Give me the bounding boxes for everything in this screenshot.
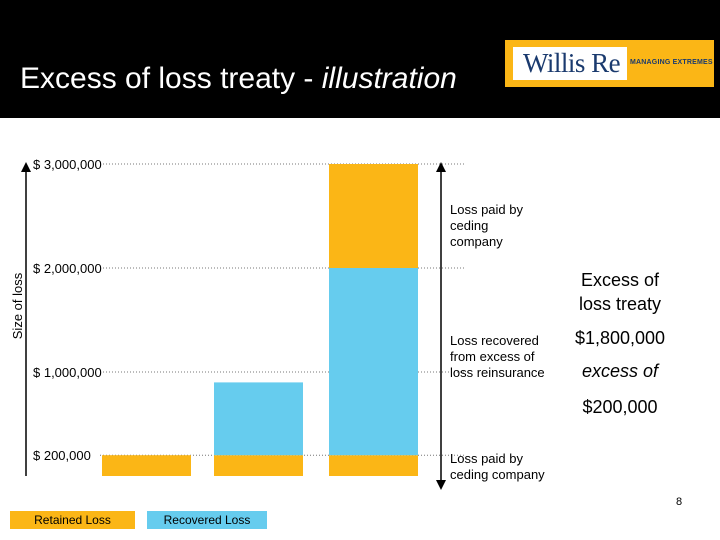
legend-retained-label: Retained Loss (34, 513, 111, 527)
annotation-recovered: Loss recovered from excess of loss reins… (450, 333, 545, 380)
slide-title: Excess of loss treaty - illustration (20, 62, 457, 96)
header-bar: Excess of loss treaty - illustration Wil… (0, 0, 720, 118)
summary-line-1: Excess of (580, 270, 660, 290)
summary-excess-of: excess of (581, 361, 659, 381)
bar-segment (214, 382, 303, 456)
range-arrowhead-top (436, 162, 446, 172)
y-axis-label: Size of loss (10, 272, 25, 339)
y-tick-label: $ 1,000,000 (33, 365, 102, 380)
y-axis-arrowhead (21, 162, 31, 172)
summary-limit: $1,800,000 (574, 328, 666, 348)
logo-tagline: MANAGING EXTREMES (630, 59, 713, 66)
logo-plate: Willis Re (513, 47, 627, 80)
annotation-top-paid: Loss paid by ceding company (450, 202, 523, 249)
bar-segment (214, 455, 303, 476)
legend-retained: Retained Loss (10, 511, 135, 529)
logo-name: Willis Re (523, 48, 621, 78)
range-arrowhead-bottom (436, 480, 446, 490)
bar-segment (329, 268, 418, 456)
legend-recovered-label: Recovered Loss (163, 513, 251, 527)
bar-segment (329, 164, 418, 268)
y-tick-label: $ 3,000,000 (33, 157, 102, 172)
y-tick-label: $ 2,000,000 (33, 261, 102, 276)
willis-re-logo: Willis Re MANAGING EXTREMES (505, 40, 714, 87)
page-number: 8 (676, 496, 683, 508)
title-text: Excess of loss treaty - (20, 62, 322, 95)
y-tick-label: $ 200,000 (33, 448, 91, 463)
bar-segment (329, 455, 418, 476)
annotation-bottom-paid: Loss paid by ceding company (450, 451, 545, 482)
summary-line-2: loss treaty (578, 294, 662, 314)
loss-chart: $ 3,000,000 $ 2,000,000 $ 1,000,000 $ 200,0… (10, 157, 465, 490)
title-italic-text: illustration (321, 62, 457, 95)
bar-segment (102, 455, 191, 476)
summary-retention: $200,000 (582, 397, 658, 417)
legend-recovered: Recovered Loss (147, 511, 267, 529)
